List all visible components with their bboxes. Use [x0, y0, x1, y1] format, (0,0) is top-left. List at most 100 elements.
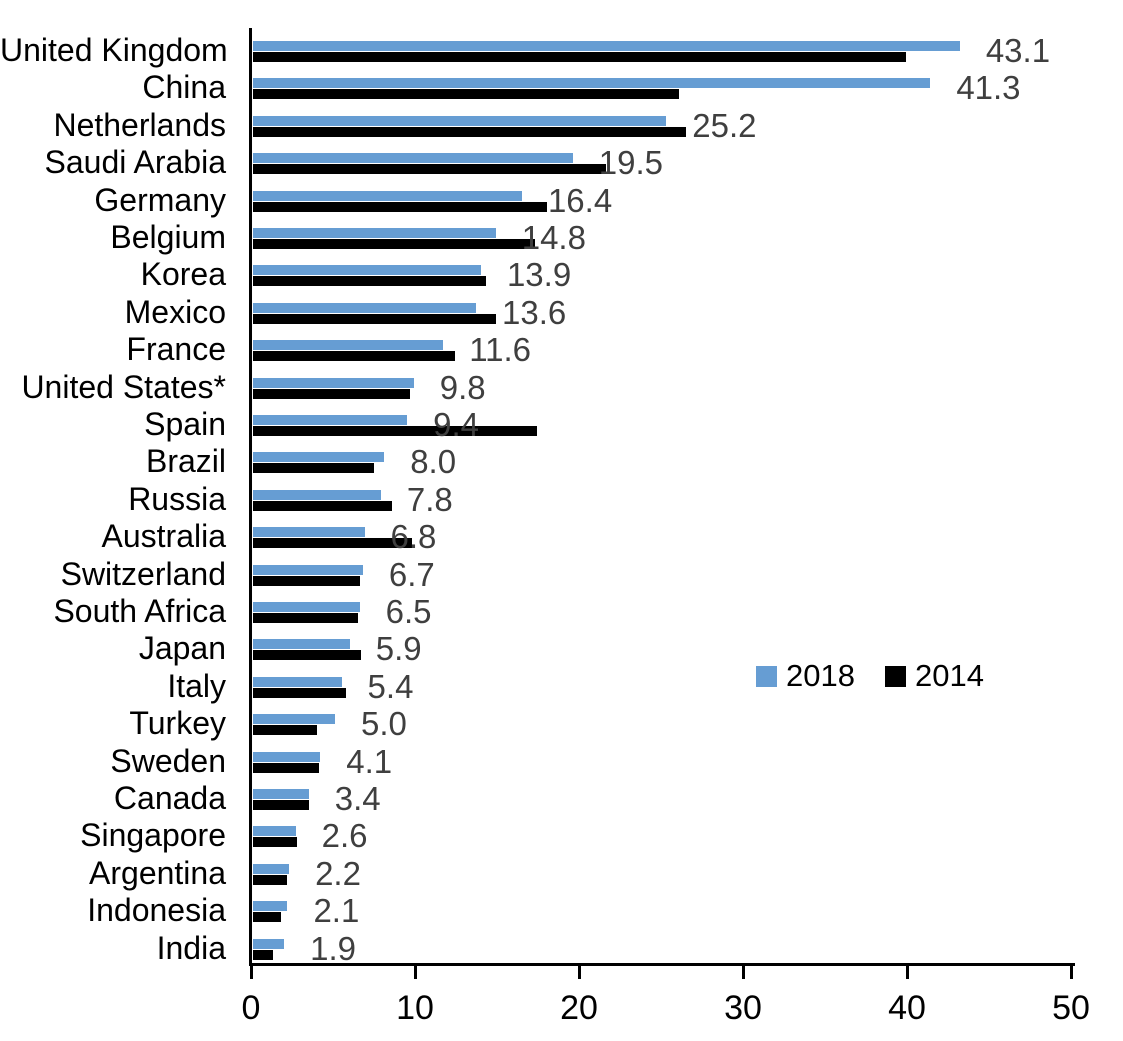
category-label: Singapore	[80, 817, 226, 854]
value-label: 6.8	[390, 518, 437, 556]
value-label: 7.8	[406, 480, 453, 518]
value-label: 13.6	[502, 293, 567, 331]
bar-2018	[253, 676, 342, 687]
value-label: 4.1	[346, 742, 393, 780]
bar-2014	[253, 388, 411, 399]
bar-2014	[253, 687, 347, 698]
x-axis-tick-mark	[414, 966, 417, 979]
category-label: Netherlands	[53, 106, 226, 143]
bar-2014	[253, 351, 455, 362]
bar-2014	[253, 837, 298, 848]
bar-2018	[253, 564, 363, 575]
value-label: 8.0	[410, 443, 457, 481]
legend: 2018 2014	[756, 658, 984, 694]
category-label: France	[126, 331, 226, 368]
bar-2014	[253, 650, 362, 661]
value-label: 43.1	[985, 32, 1051, 69]
bar-2014	[253, 575, 360, 586]
x-axis-tick-mark	[1070, 966, 1073, 979]
category-label: Canada	[113, 780, 226, 816]
bar-2014	[253, 52, 906, 62]
bar-2018	[253, 265, 481, 276]
bar-2018	[253, 78, 931, 89]
value-label: 13.9	[506, 256, 572, 294]
value-label: 25.2	[692, 106, 757, 144]
value-label: 19.5	[598, 144, 664, 182]
value-label: 2.6	[321, 817, 368, 855]
bar-2014	[253, 276, 486, 287]
x-axis-tick-label: 50	[1052, 989, 1090, 1027]
bar-2018	[253, 639, 350, 650]
category-label: Spain	[144, 406, 226, 442]
value-label: 2.1	[313, 892, 360, 930]
x-axis-line	[249, 963, 1075, 966]
bar-2018	[253, 415, 408, 425]
category-label: Argentina	[89, 854, 226, 891]
category-label: United States*	[21, 368, 226, 405]
category-label: China	[142, 69, 226, 106]
bar-2018	[253, 714, 335, 725]
x-axis-tick-label: 40	[888, 989, 926, 1027]
category-label: Switzerland	[60, 555, 226, 592]
value-label: 2.2	[315, 854, 361, 892]
category-label: Germany	[94, 181, 226, 218]
category-label: South Africa	[53, 593, 226, 629]
bar-2018	[253, 826, 296, 837]
legend-swatch-2014	[884, 665, 906, 687]
category-label: Saudi Arabia	[44, 144, 226, 181]
x-axis-tick-label: 30	[724, 989, 762, 1027]
legend-label-2014: 2014	[914, 658, 984, 693]
x-axis-tick-mark	[250, 966, 253, 979]
category-label: India	[156, 929, 226, 966]
x-axis-tick-mark	[906, 966, 909, 979]
bar-2014	[253, 500, 393, 511]
bar-2014	[253, 426, 537, 436]
value-label: 41.3	[956, 69, 1021, 107]
bar-2014	[253, 725, 317, 736]
bar-2014	[253, 912, 281, 923]
value-label: 3.4	[334, 780, 381, 817]
bar-2014	[253, 613, 358, 623]
bar-2018	[253, 340, 444, 351]
category-label: Korea	[140, 256, 226, 293]
bar-2014	[253, 762, 319, 773]
bar-2018	[253, 302, 477, 313]
x-axis-tick-mark	[742, 966, 745, 979]
bar-2014	[253, 201, 547, 212]
value-label: 5.0	[361, 705, 407, 743]
value-label: 16.4	[547, 181, 613, 219]
value-label: 1.9	[310, 929, 357, 967]
bar-2014	[253, 800, 309, 810]
bar-2018	[253, 228, 496, 238]
bar-2014	[253, 239, 536, 249]
bar-2018	[253, 789, 309, 799]
legend-swatch-2018	[756, 665, 777, 687]
bar-2018	[253, 153, 573, 164]
category-label: United Kingdom	[0, 32, 228, 68]
bar-2018	[253, 452, 385, 463]
category-label: Turkey	[129, 705, 226, 742]
category-label: Japan	[138, 630, 226, 667]
bar-2014	[253, 463, 375, 474]
bar-2018	[253, 190, 522, 201]
bar-2014	[253, 949, 273, 960]
x-axis-tick-label: 0	[241, 989, 261, 1027]
bar-2014	[253, 89, 680, 100]
category-label: Mexico	[124, 293, 226, 330]
value-label: 9.4	[433, 406, 480, 443]
bar-2014	[253, 874, 288, 885]
value-label: 9.8	[439, 368, 486, 406]
bar-2018	[253, 901, 288, 912]
value-label: 14.8	[521, 219, 586, 256]
bar-2018	[253, 938, 285, 949]
bar-2018	[253, 489, 381, 500]
bar-2014	[253, 126, 686, 137]
value-label: 5.9	[375, 630, 422, 668]
category-label: Sweden	[110, 742, 226, 779]
bar-2018	[253, 863, 290, 874]
value-label: 5.4	[367, 667, 414, 705]
category-label: Indonesia	[87, 892, 226, 929]
bar-2014	[253, 313, 496, 324]
bar-2014	[253, 164, 606, 175]
